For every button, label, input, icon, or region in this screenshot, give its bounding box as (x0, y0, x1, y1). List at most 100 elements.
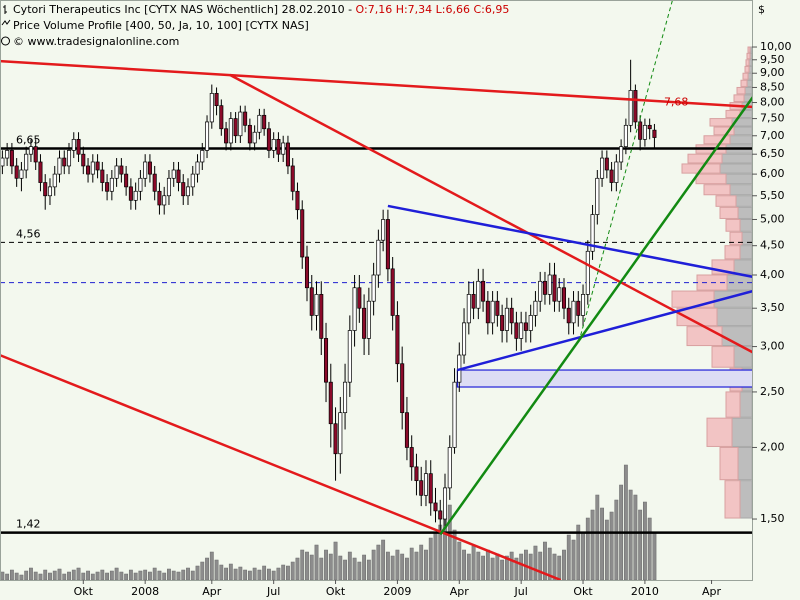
y-tick-label: 9,00 (760, 66, 785, 79)
candle-body (466, 294, 471, 324)
volume-bar (86, 570, 90, 580)
candle-body (105, 182, 110, 192)
candle-body (33, 146, 38, 163)
volume-bar (495, 553, 500, 580)
profile-up (729, 231, 743, 246)
candle-body (566, 307, 571, 324)
candle-body (5, 150, 10, 159)
volume-bar (71, 569, 76, 580)
profile-down (729, 184, 752, 196)
profile-down (744, 86, 752, 95)
volume-bar (276, 567, 281, 580)
trend-line (0, 59, 752, 109)
candle-body (428, 473, 433, 504)
volume-bar (195, 565, 200, 580)
candle-body (133, 190, 138, 201)
currency-label: $ (758, 3, 765, 16)
volume-bar (552, 553, 557, 580)
volume-bar (414, 551, 419, 580)
y-tick-label: 9,50 (760, 53, 785, 66)
candle-body (366, 300, 371, 339)
candle-body (433, 502, 438, 512)
candle-body (295, 190, 300, 211)
profile-up (709, 118, 733, 127)
volume-bar (652, 531, 657, 580)
candle-body (205, 121, 210, 151)
candle-body (243, 111, 248, 126)
volume-bar (95, 571, 100, 580)
candle-body (495, 300, 500, 316)
volume-bar (38, 573, 43, 580)
candle-body (266, 128, 271, 151)
candle-body (176, 169, 181, 183)
volume-bar (14, 572, 19, 580)
candle-body (481, 280, 486, 302)
x-tick-label: Apr (202, 585, 222, 598)
profile-up (725, 218, 741, 232)
candle-body (638, 121, 643, 140)
candle-body (590, 214, 595, 252)
volume-bar (338, 555, 343, 580)
candle-body (95, 161, 100, 171)
volume-bar (543, 541, 547, 580)
candle-body (271, 138, 276, 151)
candle-body (352, 287, 357, 331)
ohlc-readout: O:7,16 H:7,34 L:6,66 C:6,95 (356, 3, 510, 16)
header-line: Cytori Therapeutics Inc [CYTX NAS Wöchen… (13, 3, 509, 16)
candle-body (642, 124, 647, 140)
y-tick-label: 4,50 (760, 239, 785, 252)
y-tick-label: 8,00 (760, 96, 785, 109)
profile-up (706, 417, 733, 447)
volume-bar (638, 509, 643, 580)
volume-bar (29, 567, 33, 580)
volume-bar (476, 551, 481, 580)
volume-bar (238, 566, 243, 580)
volume-bar (233, 568, 238, 580)
volume-bar (509, 551, 514, 580)
candle-body (52, 173, 57, 188)
volume-bar (357, 561, 362, 580)
copyright: © www.tradesignalonline.com (13, 35, 179, 48)
candle-body (542, 280, 547, 295)
volume-bar (447, 504, 452, 580)
candle-body (338, 412, 343, 455)
volume-bar (205, 557, 209, 580)
candle-body (138, 177, 143, 192)
volume-bar (362, 554, 367, 580)
y-tick-label: 5,00 (760, 212, 785, 225)
profile-down (739, 480, 752, 519)
volume-bar (133, 572, 138, 580)
volume-bar (642, 501, 647, 580)
x-tick-label: Apr (450, 585, 470, 598)
candle-body (300, 209, 305, 258)
volume-bar (585, 517, 590, 580)
candle-body (414, 466, 419, 482)
horizontal-line-label: 1,42 (16, 518, 41, 531)
candle-body (395, 315, 400, 365)
volume-bar (167, 568, 171, 580)
candle-body (9, 150, 14, 167)
candle-body (185, 186, 191, 197)
chart-title: Cytori Therapeutics Inc [CYTX NAS Wöchen… (13, 3, 356, 16)
x-tick-label: 2009 (383, 585, 411, 598)
trend-line (457, 290, 752, 372)
candle-body (633, 90, 638, 123)
candle-body (57, 157, 62, 175)
candle-body (209, 93, 214, 123)
candle-body (171, 169, 176, 179)
indicator-label: Price Volume Profile [400, 50, Ja, 10, 1… (13, 19, 309, 32)
candle-body (162, 195, 167, 206)
profile-down (733, 126, 752, 136)
y-tick-label: 6,00 (760, 167, 785, 180)
volume-bar (162, 572, 167, 580)
candle-body (157, 190, 162, 206)
candle-body (86, 165, 91, 175)
volume-bar (252, 567, 257, 580)
volume-bar (581, 531, 585, 580)
profile-up (724, 245, 741, 260)
profile-up (695, 173, 727, 185)
volume-bar (100, 569, 105, 580)
volume-bar (600, 507, 604, 580)
volume-bar (300, 549, 305, 580)
trend-line (439, 96, 752, 536)
